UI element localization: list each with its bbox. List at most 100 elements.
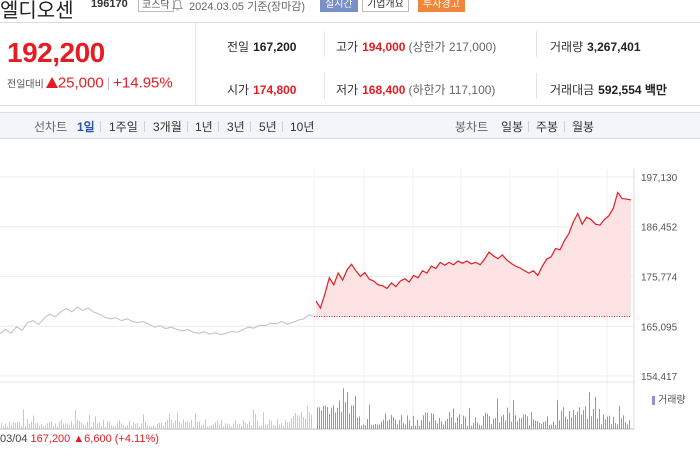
volume-bar — [49, 422, 50, 429]
volume-bar — [525, 414, 526, 429]
volume-bar — [475, 417, 476, 429]
stat-divider — [536, 73, 537, 99]
tab-separator — [218, 121, 219, 132]
tab-1week[interactable]: 1주일 — [109, 120, 138, 134]
volume-bar — [517, 421, 518, 429]
volume-bar — [121, 423, 122, 429]
volume-bar — [617, 424, 618, 429]
volume-bar — [439, 417, 440, 429]
volume-bar — [45, 425, 46, 429]
volume-bar — [437, 423, 438, 429]
volume-bar — [423, 415, 424, 429]
volume-bar — [73, 424, 74, 429]
price-lines — [0, 191, 632, 336]
volume-bar — [583, 409, 584, 429]
volume-bar — [231, 426, 232, 429]
volume-bar — [253, 409, 254, 429]
volume-bar — [113, 425, 114, 429]
volume-bar — [207, 426, 208, 429]
volume-bar — [541, 423, 542, 429]
volume-bar — [505, 420, 506, 429]
current-price: 192,200 — [7, 37, 105, 68]
volume-bar — [627, 424, 628, 429]
realtime-button[interactable]: 실시간 — [320, 0, 358, 12]
volume-bar — [603, 414, 604, 429]
volume-bar — [595, 396, 596, 429]
volume-bar — [561, 411, 562, 429]
volume-bar — [503, 414, 504, 429]
volume-bar — [53, 425, 54, 429]
volume-bar — [593, 408, 594, 429]
change-separator: | — [106, 75, 111, 91]
volume-bar — [317, 407, 318, 429]
company-overview-button[interactable]: 기업개요 — [362, 0, 409, 12]
tab-1day[interactable]: 1일 — [77, 120, 95, 134]
volume-bar — [35, 423, 36, 429]
volume-bar — [427, 412, 428, 429]
volume-bar — [71, 421, 72, 429]
volume-bar — [515, 415, 516, 429]
stock-code: 196170 — [91, 0, 128, 10]
volume-bar — [93, 422, 94, 429]
price-summary: 192,200 전일대비 25,000 | +14.95% 전일 167,200 시가 1… — [0, 22, 700, 106]
volume-bar — [385, 413, 386, 429]
volume-bar — [619, 405, 620, 429]
today-price-line — [315, 191, 632, 310]
tab-daily-candle[interactable]: 일봉 — [501, 120, 524, 134]
volume-bar — [175, 420, 176, 429]
volume-bar — [19, 422, 20, 429]
volume-bar — [5, 423, 6, 429]
current-price-panel: 192,200 전일대비 25,000 | +14.95% — [0, 23, 196, 106]
stat-value: 167,200 — [253, 40, 297, 54]
tab-weekly-candle[interactable]: 주봉 — [536, 120, 559, 134]
volume-bar — [161, 422, 162, 429]
volume-bar — [311, 414, 312, 429]
volume-bar — [377, 424, 378, 429]
volume-bar — [379, 424, 380, 429]
prev-day-change: ▲6,600 (+4.11%) — [73, 433, 159, 445]
volume-bar — [545, 421, 546, 429]
volume-bar — [401, 415, 402, 429]
tab-5year[interactable]: 5년 — [259, 120, 277, 134]
volume-bar — [63, 423, 64, 429]
volume-bar — [217, 420, 218, 429]
tab-3month[interactable]: 3개월 — [153, 120, 182, 134]
volume-bar — [85, 425, 86, 429]
volume-bar — [343, 388, 344, 429]
volume-bar — [611, 424, 612, 429]
volume-bar — [509, 412, 510, 429]
tab-1year[interactable]: 1년 — [195, 120, 213, 134]
investment-warning-badge[interactable]: 투자경고 — [418, 0, 465, 12]
y-tick-label: 154,417 — [641, 372, 678, 383]
price-change-row: 전일대비 25,000 | +14.95% — [7, 74, 173, 92]
volume-bar — [119, 420, 120, 429]
volume-bar — [287, 422, 288, 429]
volume-bar — [259, 426, 260, 429]
volume-bar — [177, 412, 178, 429]
bell-icon[interactable] — [172, 0, 183, 11]
volume-bar — [211, 425, 212, 429]
volume-bar — [375, 423, 376, 429]
volume-bar — [213, 424, 214, 429]
volume-bar — [17, 421, 18, 429]
tab-monthly-candle[interactable]: 월봉 — [572, 120, 595, 134]
volume-bar — [527, 416, 528, 429]
volume-bar — [69, 424, 70, 429]
volume-bar — [41, 424, 42, 429]
volume-bar — [365, 425, 366, 429]
volume-bar — [205, 419, 206, 429]
volume-bar — [405, 424, 406, 429]
volume-bar — [271, 420, 272, 429]
stock-name: 엘디오센 — [0, 0, 74, 22]
tab-10year[interactable]: 10년 — [290, 120, 315, 134]
volume-bar — [147, 424, 148, 429]
volume-bar — [625, 421, 626, 429]
volume-bar — [137, 423, 138, 429]
volume-bar — [95, 416, 96, 429]
volume-bar — [483, 416, 484, 429]
tab-3year[interactable]: 3년 — [227, 120, 245, 134]
volume-bar — [169, 413, 170, 429]
volume-bar — [29, 423, 30, 429]
volume-bar — [131, 425, 132, 429]
volume-bar — [133, 422, 134, 429]
